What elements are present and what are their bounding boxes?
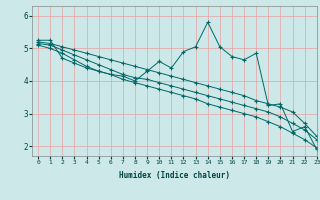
X-axis label: Humidex (Indice chaleur): Humidex (Indice chaleur) [119, 171, 230, 180]
